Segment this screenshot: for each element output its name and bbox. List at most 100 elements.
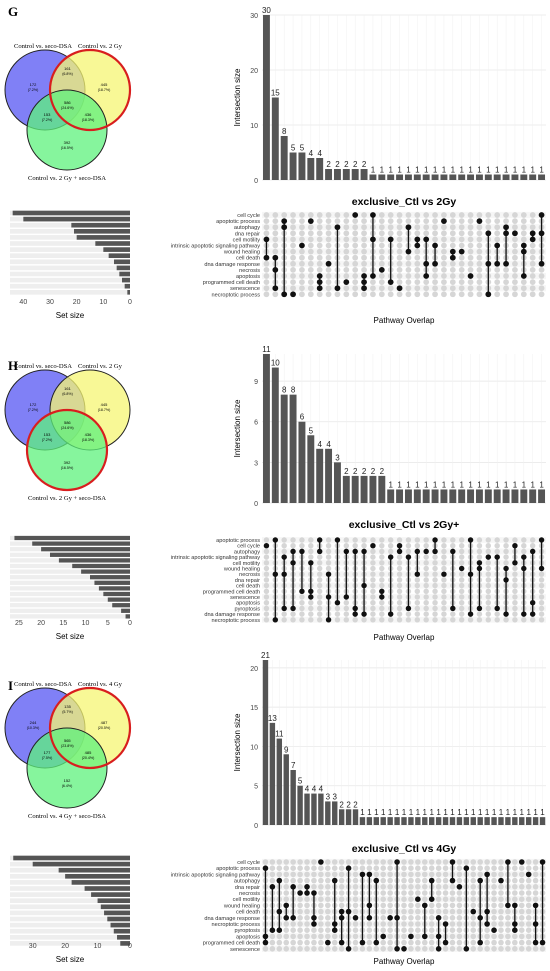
intersection-bar [538,489,546,503]
matrix-dot-empty [529,260,536,267]
matrix-dot-empty [299,291,305,298]
set-name-label: apoptotic process [216,866,260,872]
matrix-dot-empty [484,927,490,933]
matrix-dot-empty [263,548,270,555]
y-tick-label: 3 [254,460,258,467]
matrix-dot-empty [334,291,341,298]
matrix-dot-empty [498,915,504,921]
matrix-dot-empty [415,884,421,890]
matrix-dot-empty [281,537,287,543]
intersection-bar [529,489,537,503]
matrix-dot-empty [378,291,385,298]
matrix-dot-filled [491,927,497,933]
matrix-dot-empty [396,260,403,267]
matrix-dot-empty [316,605,323,612]
matrix-dot-empty [421,859,428,865]
matrix-dot-empty [396,291,403,298]
matrix-dot-empty [441,291,447,298]
matrix-dot-empty [401,927,407,933]
matrix-dot-empty [538,605,545,612]
set-size-bar [58,867,130,873]
set-name-label: cell cycle [237,860,260,866]
set-size-bar [112,603,130,608]
matrix-dot-empty [318,877,324,884]
intersection-bar [369,475,377,503]
venn-region-c-count: 152 [64,778,71,783]
matrix-dot-filled [297,890,303,896]
matrix-dot-empty [316,248,323,255]
set-size-bar [120,941,130,946]
venn-region-ab-percent: (5.7%) [62,710,73,714]
intersection-bar [511,489,519,503]
matrix-dot-empty [470,939,477,946]
matrix-dot-empty [494,537,500,543]
matrix-dot-empty [290,242,296,249]
matrix-dot-empty [290,537,296,543]
intersection-bar [396,174,404,180]
intersection-bar [538,174,546,180]
venn-highlight-ring [48,686,132,770]
matrix-dot-empty [470,871,477,878]
venn-set-label-a: Control vs. seco-DSA [14,681,72,688]
set-size-bar [97,898,130,904]
matrix-dot-empty [331,859,338,865]
matrix-dot-empty [432,577,438,583]
intersection-bar [512,817,518,825]
matrix-dot-empty [503,617,509,623]
matrix-dot-empty [485,571,492,577]
matrix-dot-empty [484,865,490,871]
intersection-bar [378,174,386,180]
intersection-bar [342,169,350,180]
matrix-dot-empty [283,877,290,884]
bar-value-label: 4 [305,785,310,794]
matrix-dot-empty [458,254,465,261]
matrix-dot-empty [449,273,456,279]
intersection-bar [404,489,412,503]
intersection-bar [369,174,377,180]
matrix-dot-empty [318,884,324,890]
set-size-tick: 10 [99,299,107,306]
matrix-dot-empty [299,218,305,224]
matrix-dot-empty [272,230,279,237]
matrix-dot-empty [361,542,367,549]
matrix-dot-empty [485,594,492,600]
matrix-dot-empty [441,224,447,231]
matrix-dot-empty [498,927,504,933]
venn-region-bc-percent: (18.3%) [82,118,95,122]
matrix-dot-empty [380,921,387,927]
matrix-dot-filled [512,560,518,566]
matrix-dot-empty [307,291,314,298]
set-size-bar [84,886,130,891]
venn-region-abc-percent: (24.6%) [61,106,74,110]
matrix-dot-empty [325,859,331,865]
matrix-dot-empty [512,577,518,583]
matrix-dot-empty [316,212,323,218]
matrix-dot-empty [512,260,518,267]
matrix-dot-empty [442,896,449,902]
matrix-dot-empty [343,236,350,243]
matrix-dot-empty [491,877,497,884]
venn-region-ab-percent: (6.8%) [62,72,73,76]
venn-region-abc-count: 586 [64,420,71,425]
set-name-label: apoptosis [236,274,260,280]
set-size-bar [121,608,130,613]
matrix-dot-empty [435,871,442,878]
matrix-dot-empty [318,865,324,871]
matrix-dot-empty [396,230,403,237]
matrix-dot-empty [456,877,463,884]
matrix-dot-empty [318,921,324,927]
intersection-bar [493,174,501,180]
matrix-dot-empty [512,537,518,543]
bar-value-label: 4 [317,440,322,449]
matrix-dot-empty [408,902,414,909]
set-size-tick: 40 [19,299,27,306]
matrix-dot-filled [318,859,324,865]
matrix-dot-empty [529,542,536,549]
matrix-dot-empty [405,218,412,224]
matrix-dot-empty [477,859,483,865]
matrix-dot-empty [467,242,474,249]
matrix-dot-empty [380,865,387,871]
matrix-dot-empty [352,291,359,298]
matrix-dot-empty [485,548,492,555]
y-tick-label: 9 [254,379,258,386]
